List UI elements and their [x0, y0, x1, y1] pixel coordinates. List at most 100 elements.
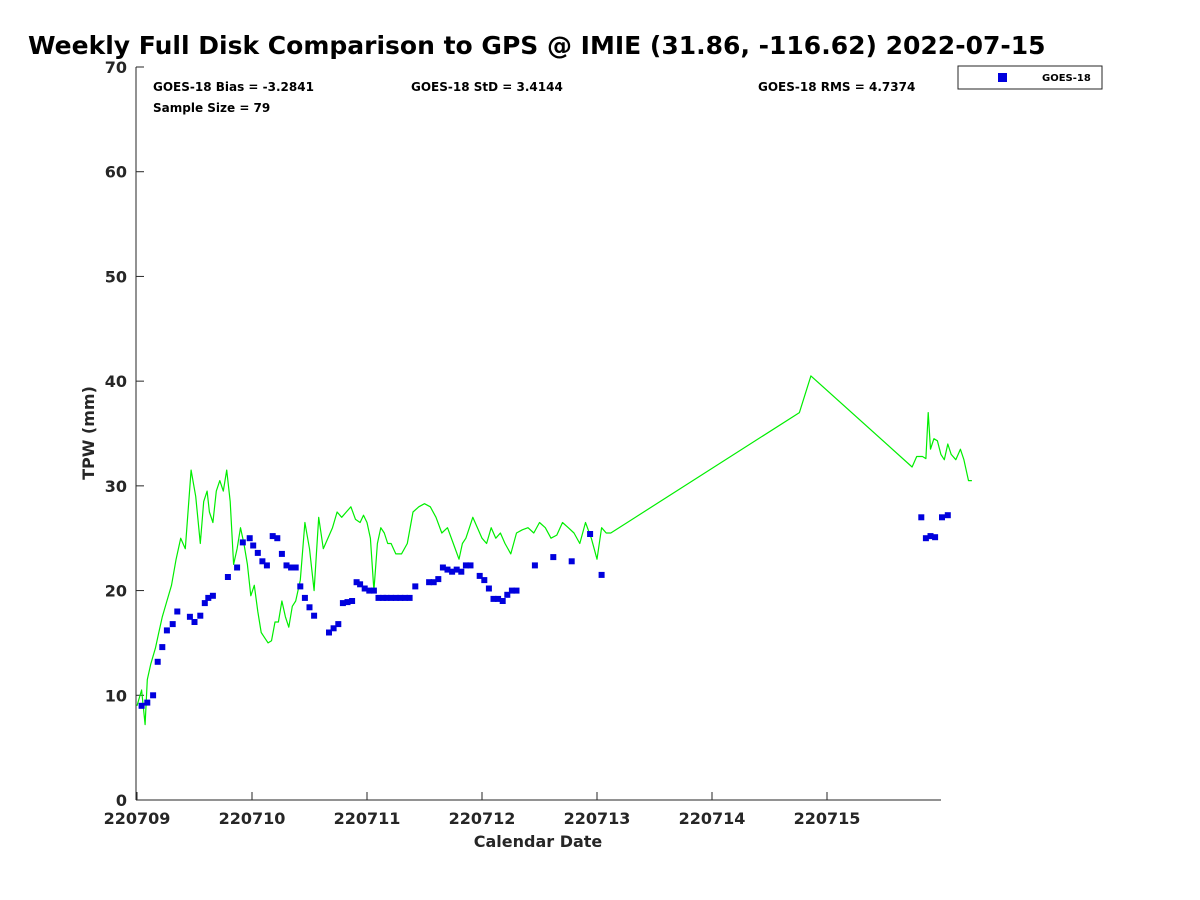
y-axis-label: TPW (mm)	[79, 386, 98, 480]
goes-point	[397, 594, 404, 601]
y-tick-label: 40	[105, 372, 127, 391]
goes-point	[283, 562, 290, 569]
goes-point	[154, 658, 161, 665]
goes-point	[550, 554, 557, 561]
goes-point	[458, 568, 465, 575]
goes-point	[278, 550, 285, 557]
y-tick-label: 30	[105, 477, 127, 496]
y-tick-label: 10	[105, 686, 127, 705]
x-tick-label: 220709	[104, 809, 171, 828]
goes-point	[476, 572, 483, 579]
goes-point	[174, 608, 181, 615]
goes-point	[490, 595, 497, 602]
legend: GOES-18	[957, 65, 1103, 90]
goes-point	[144, 699, 151, 706]
goes-point	[495, 595, 502, 602]
goes-point	[205, 594, 212, 601]
goes-point	[499, 598, 506, 604]
goes-point	[201, 600, 208, 607]
chart-title: Weekly Full Disk Comparison to GPS @ IMI…	[28, 31, 1046, 60]
goes-point	[531, 562, 538, 569]
goes-point	[263, 562, 270, 569]
sample-size-stat: Sample Size = 79	[153, 101, 270, 115]
goes-point	[169, 621, 176, 628]
goes-point	[259, 558, 266, 565]
goes-point	[587, 531, 594, 537]
y-tick-label: 0	[116, 791, 127, 810]
x-tick-label: 220713	[564, 809, 631, 828]
goes-point	[467, 562, 474, 569]
goes-point	[426, 579, 433, 586]
goes-point	[439, 564, 446, 571]
goes-point	[513, 587, 520, 594]
goes-point	[361, 585, 368, 592]
goes-point	[297, 583, 304, 590]
goes-point	[246, 535, 253, 542]
goes-point	[401, 594, 408, 601]
x-tick-label: 220714	[679, 809, 746, 828]
goes-point	[430, 579, 437, 586]
goes-point	[239, 539, 246, 546]
goes-point	[224, 574, 231, 580]
bias-stat: GOES-18 Bias = -3.2841	[153, 80, 314, 94]
x-tick-label: 220711	[334, 809, 401, 828]
goes-point	[274, 535, 281, 542]
goes-point	[335, 621, 342, 628]
goes-point	[508, 587, 515, 594]
std-stat: GOES-18 StD = 3.4144	[411, 80, 563, 94]
goes-point	[292, 564, 299, 571]
goes-point	[349, 598, 356, 604]
goes-point	[922, 535, 929, 542]
goes-point	[932, 534, 939, 541]
goes-point	[330, 625, 337, 632]
y-tick-label: 70	[105, 58, 127, 77]
goes-point	[392, 594, 399, 601]
goes-point	[301, 594, 308, 601]
goes-point	[939, 514, 945, 521]
goes-point	[197, 612, 204, 619]
goes-point	[191, 619, 198, 625]
goes-point	[234, 564, 241, 571]
goes-point	[250, 542, 257, 549]
goes-point	[186, 613, 193, 620]
goes-point	[375, 594, 382, 601]
goes-point	[412, 583, 419, 590]
goes-point	[598, 571, 605, 578]
x-axis-label: Calendar Date	[474, 832, 603, 851]
goes-point	[357, 581, 364, 588]
goes-point	[380, 594, 387, 601]
x-tick-label: 220715	[794, 809, 861, 828]
goes-point	[269, 533, 276, 540]
goes-point	[435, 576, 442, 583]
y-tick-label: 60	[105, 163, 127, 182]
goes-point	[504, 591, 511, 598]
goes-point	[485, 585, 492, 592]
y-tick-label: 50	[105, 267, 127, 286]
goes-point	[453, 566, 460, 573]
gps-series	[136, 375, 972, 726]
goes-point	[370, 587, 377, 594]
gps-line	[136, 375, 972, 726]
goes-point	[339, 600, 346, 607]
goes-series	[138, 512, 951, 709]
goes-point	[406, 594, 413, 601]
goes-point	[481, 577, 488, 584]
axes: 0 10 20 30 40 50 60 70 220709 220710 220711 220712 2…	[104, 58, 941, 828]
y-tick-label: 20	[105, 582, 127, 601]
x-tick-label: 220712	[449, 809, 516, 828]
goes-point	[366, 587, 373, 594]
rms-stat: GOES-18 RMS = 4.7374	[758, 80, 915, 94]
goes-point	[927, 533, 934, 540]
goes-point	[163, 627, 170, 634]
goes-point	[568, 558, 575, 565]
goes-point	[254, 549, 261, 556]
goes-point	[344, 599, 351, 606]
goes-point	[150, 692, 157, 699]
goes-point	[306, 604, 313, 611]
goes-point	[944, 512, 951, 519]
goes-point	[159, 644, 166, 651]
legend-box	[957, 65, 1103, 90]
goes-point	[449, 568, 456, 575]
x-tick-label: 220710	[219, 809, 286, 828]
